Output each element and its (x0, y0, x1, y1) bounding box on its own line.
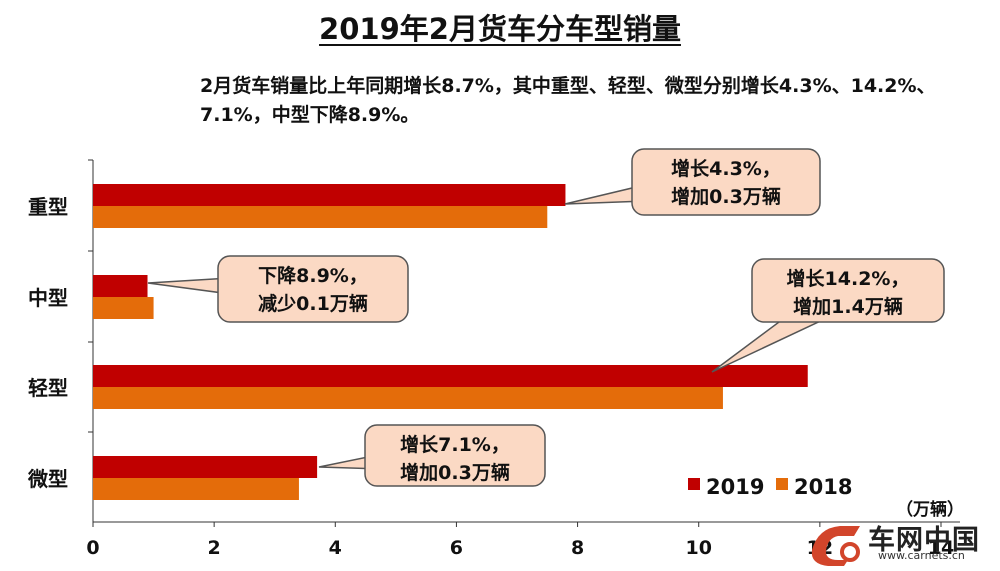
callout-text: 下降8.9%， (258, 264, 368, 287)
bar-2019-3 (93, 456, 318, 478)
bar-2018-3 (93, 478, 299, 500)
callout-pointer-fill (684, 175, 726, 200)
x-tick-label: 8 (571, 537, 584, 559)
legend-label-2018: 2018 (794, 475, 852, 499)
x-tick-label: 10 (685, 537, 711, 559)
watermark-url: www.carnets.cn (878, 549, 965, 562)
callout-text: 增加0.3万辆 (400, 461, 510, 484)
watermark: 车网中国 www.carnets.cn (808, 516, 1000, 571)
x-tick-label: 4 (329, 537, 342, 559)
carnets-logo-icon (811, 526, 860, 566)
callout-text: 增加1.4万辆 (793, 295, 903, 318)
x-tick-label: 6 (450, 537, 463, 559)
category-label: 重型 (28, 195, 68, 219)
legend-swatch-2019 (688, 478, 700, 490)
callout-pointer-fill (807, 290, 848, 322)
callout-text: 减少0.1万辆 (258, 292, 368, 315)
category-label: 轻型 (28, 376, 68, 400)
callout-pointer-fill (271, 275, 313, 300)
bar-2018-0 (93, 206, 548, 228)
bar-2018-2 (93, 387, 723, 409)
callout-text: 增加0.3万辆 (671, 185, 781, 208)
bar-2018-1 (93, 297, 154, 319)
callout-text: 增长14.2%， (787, 267, 910, 290)
x-tick-label: 14 (928, 537, 954, 559)
callout-pointer-fill (419, 446, 455, 471)
callout-text: 增长4.3%， (671, 157, 781, 180)
watermark-text: 车网中国 (868, 525, 980, 556)
bar-2019-2 (93, 365, 808, 387)
chart-title: 2019年2月货车分车型销量 (0, 6, 1000, 48)
category-label: 中型 (28, 286, 68, 310)
x-tick-label: 0 (86, 537, 99, 559)
category-label: 微型 (27, 467, 68, 491)
x-tick-label: 2 (208, 537, 221, 559)
chart-subtitle: 2月货车销量比上年同期增长8.7%，其中重型、轻型、微型分别增长4.3%、14.… (200, 75, 936, 126)
legend-swatch-2018 (776, 478, 788, 490)
callout-text: 增长7.1%， (400, 433, 510, 456)
bar-2019-0 (93, 184, 566, 206)
legend-label-2019: 2019 (706, 475, 764, 499)
bar-2019-1 (93, 275, 148, 297)
chart-title-text: 2019年2月货车分车型销量 (319, 12, 681, 46)
unit-label: （万辆） (896, 499, 964, 520)
